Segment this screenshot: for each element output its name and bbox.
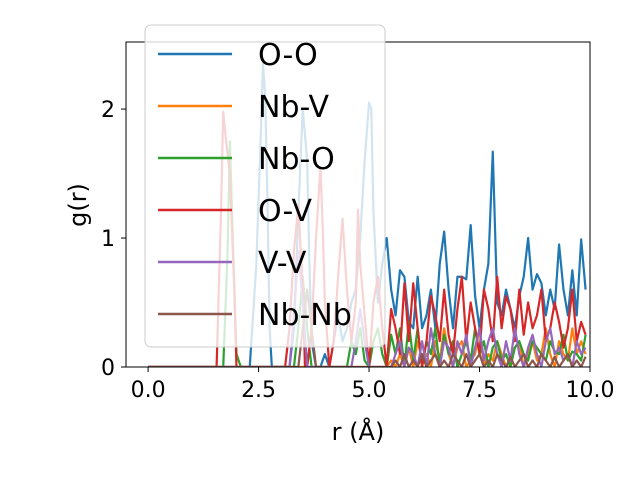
x-tick-label: 7.5	[462, 378, 497, 403]
x-tick-label: 5.0	[352, 378, 387, 403]
legend-label-nb-o: Nb-O	[258, 142, 335, 177]
y-tick-label: 1	[101, 227, 115, 252]
y-axis-label: g(r)	[64, 183, 92, 227]
legend-label-nb-v: Nb-V	[258, 90, 330, 125]
ticks-layer: 0.0 2.5 5.0 7.5 10.0 0 1 2	[101, 98, 614, 403]
legend-label-o-o: O-O	[258, 38, 318, 73]
legend: O-O Nb-V Nb-O O-V V-V Nb-Nb	[144, 24, 386, 348]
x-tick-label: 10.0	[566, 378, 615, 403]
series-line-nb-nb	[148, 288, 587, 367]
x-tick-label: 0.0	[131, 378, 166, 403]
series-line-nb-v	[148, 327, 587, 367]
x-tick-label: 2.5	[241, 378, 276, 403]
legend-label-nb-nb: Nb-Nb	[258, 298, 352, 333]
y-tick-label: 0	[101, 356, 115, 381]
legend-label-o-v: O-V	[258, 194, 313, 229]
y-tick-label: 2	[101, 98, 115, 123]
legend-label-v-v: V-V	[258, 246, 307, 281]
x-axis-label: r (Å)	[332, 417, 385, 446]
